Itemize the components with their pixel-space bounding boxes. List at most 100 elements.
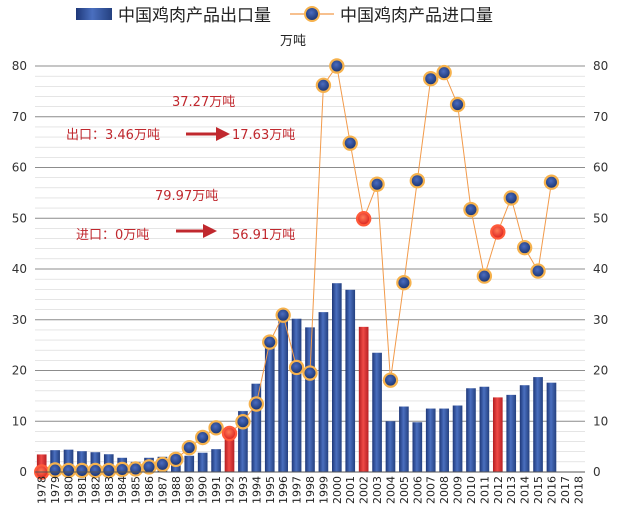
y-tick-label-left: 80 (12, 59, 27, 73)
x-tick-label-2017: 2017 (559, 476, 572, 504)
x-tick-label-1987: 1987 (156, 476, 169, 504)
import-point-2011 (476, 268, 493, 284)
y-tick-label-right: 20 (593, 364, 608, 378)
y-tick-label-left: 60 (12, 161, 27, 175)
bar-1989 (184, 455, 195, 472)
bar-2002 (358, 326, 369, 472)
export-bars (36, 283, 557, 472)
x-tick-label-1980: 1980 (63, 476, 76, 504)
annotation-import-peak: 79.97万吨 (155, 189, 218, 204)
import-point-2014 (516, 239, 533, 256)
bar-1981 (77, 451, 87, 472)
import-point-2000 (329, 58, 345, 74)
x-tick-label-1992: 1992 (224, 476, 237, 504)
y-tick-label-left: 40 (12, 262, 27, 276)
import-point-1982 (87, 462, 104, 479)
import-point-2009 (449, 96, 466, 113)
bar-1994 (251, 383, 262, 472)
bar-1995 (264, 342, 275, 472)
import-point-1988 (168, 451, 184, 468)
y-tick-label-left: 50 (12, 211, 27, 225)
x-tick-label-1982: 1982 (89, 476, 102, 504)
bar-1978 (36, 454, 47, 472)
import-point-2012 (490, 224, 506, 240)
import-point-1998 (302, 365, 318, 381)
x-tick-label-2018: 2018 (572, 476, 585, 504)
import-point-1997 (288, 359, 305, 376)
x-tick-label-1996: 1996 (277, 476, 290, 504)
x-tick-label-1983: 1983 (103, 476, 116, 504)
x-tick-label-1986: 1986 (143, 476, 156, 504)
import-point-2010 (463, 201, 479, 218)
x-tick-label-1984: 1984 (116, 476, 129, 504)
import-point-1984 (114, 461, 130, 478)
bar-1999 (318, 312, 329, 472)
import-point-2005 (396, 275, 412, 291)
x-tick-label-2001: 2001 (344, 476, 357, 504)
x-axis: 1978 1979 1980 1981 1982 1983 1984 1985 1986 1987… (35, 471, 585, 504)
import-point-2003 (369, 176, 385, 192)
x-tick-label-2015: 2015 (532, 476, 545, 504)
x-tick-label-2010: 2010 (465, 476, 478, 504)
x-tick-label-1985: 1985 (130, 476, 143, 504)
x-tick-label-2004: 2004 (384, 476, 397, 504)
y-unit-label: 万吨 (280, 34, 306, 49)
x-tick-label-1979: 1979 (49, 476, 62, 504)
bar-2016 (546, 382, 557, 472)
y-tick-label-right: 80 (593, 59, 608, 73)
legend-label-import: 中国鸡肉产品进口量 (340, 6, 493, 26)
bar-2007 (425, 408, 436, 472)
y-tick-label-left: 20 (12, 364, 27, 378)
y-tick-label-left: 70 (12, 110, 27, 124)
import-point-1980 (60, 462, 77, 479)
import-point-2007 (423, 70, 439, 87)
x-tick-label-2006: 2006 (411, 476, 424, 504)
y-tick-label-right: 30 (593, 313, 608, 327)
import-point-1992 (221, 425, 238, 442)
bar-1993 (238, 411, 248, 472)
bar-1997 (291, 318, 302, 472)
annotation-import-end: 56.91万吨 (232, 228, 295, 243)
annotation-import-arrow (176, 224, 217, 238)
y-tick-label-right: 60 (593, 161, 608, 175)
bar-1982 (90, 452, 101, 472)
bar-2008 (439, 408, 449, 472)
bar-2003 (372, 352, 382, 472)
import-point-1995 (262, 334, 278, 350)
y-tick-label-right: 0 (593, 465, 601, 479)
bar-1992 (224, 433, 235, 472)
import-point-2002 (355, 211, 372, 227)
y-tick-label-right: 70 (593, 110, 608, 124)
import-point-2013 (503, 190, 519, 206)
import-point-2001 (342, 135, 358, 151)
bar-1979 (50, 450, 60, 472)
legend-label-export: 中国鸡肉产品出口量 (118, 6, 271, 26)
import-point-1991 (208, 420, 224, 436)
x-tick-label-2011: 2011 (478, 476, 491, 504)
import-point-1981 (74, 462, 90, 479)
x-tick-label-1989: 1989 (183, 476, 196, 504)
annotation-export-arrow (186, 127, 230, 141)
bar-2013 (506, 394, 517, 472)
import-line (34, 58, 560, 480)
import-point-1999 (315, 77, 332, 93)
import-point-1987 (154, 456, 171, 473)
x-tick-label-1995: 1995 (264, 476, 277, 504)
x-tick-label-1993: 1993 (237, 476, 250, 504)
x-tick-label-2002: 2002 (358, 476, 371, 504)
x-tick-label-2009: 2009 (452, 476, 465, 504)
annotation-export-end: 17.63万吨 (232, 128, 295, 143)
import-point-1994 (248, 396, 265, 412)
import-point-2008 (436, 64, 452, 81)
bar-1998 (305, 327, 315, 472)
bar-2015 (533, 377, 543, 472)
import-point-1989 (181, 439, 197, 456)
bar-2012 (492, 397, 503, 472)
bar-2004 (385, 421, 396, 472)
x-tick-label-1999: 1999 (317, 476, 330, 504)
import-point-1979 (47, 462, 63, 478)
bar-2001 (345, 289, 356, 472)
bar-2009 (452, 405, 463, 472)
x-tick-label-2013: 2013 (505, 476, 518, 504)
x-tick-label-1991: 1991 (210, 476, 223, 504)
